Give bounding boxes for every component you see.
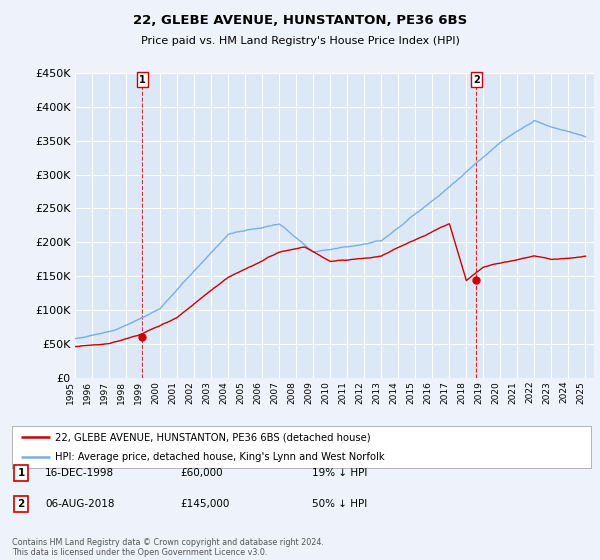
Text: 2014: 2014 — [389, 381, 398, 404]
Text: 2024: 2024 — [559, 381, 568, 403]
Text: 2015: 2015 — [406, 381, 415, 404]
Text: 2: 2 — [473, 74, 480, 85]
Text: HPI: Average price, detached house, King's Lynn and West Norfolk: HPI: Average price, detached house, King… — [55, 452, 385, 462]
Text: 2021: 2021 — [508, 381, 517, 404]
Text: 22, GLEBE AVENUE, HUNSTANTON, PE36 6BS (detached house): 22, GLEBE AVENUE, HUNSTANTON, PE36 6BS (… — [55, 432, 371, 442]
Text: Price paid vs. HM Land Registry's House Price Index (HPI): Price paid vs. HM Land Registry's House … — [140, 36, 460, 46]
Text: Contains HM Land Registry data © Crown copyright and database right 2024.
This d: Contains HM Land Registry data © Crown c… — [12, 538, 324, 557]
Text: 1996: 1996 — [83, 381, 92, 404]
Text: 2022: 2022 — [526, 381, 535, 403]
Text: 1999: 1999 — [134, 381, 143, 404]
Text: 06-AUG-2018: 06-AUG-2018 — [45, 499, 115, 509]
Text: 2016: 2016 — [424, 381, 433, 404]
Text: 2006: 2006 — [253, 381, 262, 404]
Text: £145,000: £145,000 — [180, 499, 229, 509]
Text: 2009: 2009 — [304, 381, 313, 404]
Text: 2018: 2018 — [457, 381, 466, 404]
Text: 1998: 1998 — [117, 381, 126, 404]
Text: 1: 1 — [17, 468, 25, 478]
Text: 2004: 2004 — [219, 381, 228, 404]
Text: 1: 1 — [139, 74, 146, 85]
Text: 2008: 2008 — [287, 381, 296, 404]
Text: 2001: 2001 — [168, 381, 177, 404]
Text: 2010: 2010 — [321, 381, 330, 404]
Text: £60,000: £60,000 — [180, 468, 223, 478]
Text: 16-DEC-1998: 16-DEC-1998 — [45, 468, 114, 478]
Text: 2012: 2012 — [355, 381, 364, 404]
Text: 2011: 2011 — [338, 381, 347, 404]
Text: 2000: 2000 — [151, 381, 160, 404]
Text: 2020: 2020 — [491, 381, 500, 404]
Text: 1995: 1995 — [66, 381, 75, 404]
Text: 2019: 2019 — [475, 381, 484, 404]
Text: 50% ↓ HPI: 50% ↓ HPI — [312, 499, 367, 509]
Text: 2: 2 — [17, 499, 25, 509]
Text: 1997: 1997 — [100, 381, 109, 404]
Text: 2002: 2002 — [185, 381, 194, 404]
Text: 2023: 2023 — [542, 381, 551, 404]
Text: 2025: 2025 — [577, 381, 586, 404]
Text: 2007: 2007 — [270, 381, 279, 404]
Text: 22, GLEBE AVENUE, HUNSTANTON, PE36 6BS: 22, GLEBE AVENUE, HUNSTANTON, PE36 6BS — [133, 14, 467, 27]
Text: 2005: 2005 — [236, 381, 245, 404]
Text: 19% ↓ HPI: 19% ↓ HPI — [312, 468, 367, 478]
Text: 2013: 2013 — [372, 381, 381, 404]
Text: 2003: 2003 — [202, 381, 211, 404]
Text: 2017: 2017 — [440, 381, 449, 404]
